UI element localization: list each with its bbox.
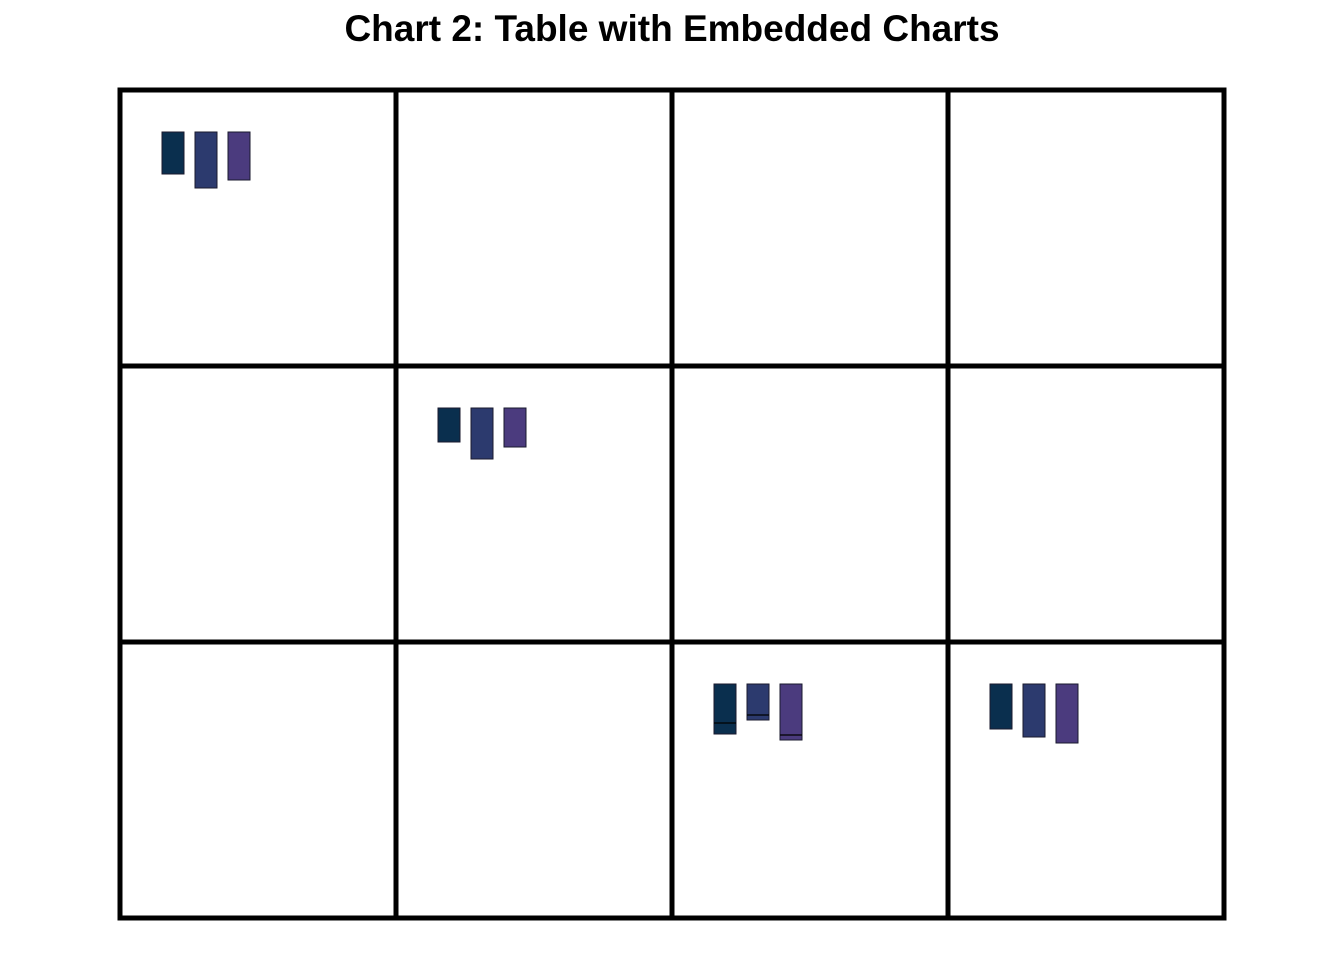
- embedded-chart: [989, 683, 1079, 744]
- bar: [746, 683, 770, 721]
- bar: [1022, 683, 1046, 738]
- embedded-chart: [161, 131, 251, 189]
- bar: [227, 131, 251, 181]
- bar: [470, 407, 494, 460]
- embedded-charts: [161, 131, 1079, 744]
- table-grid: [117, 87, 1227, 921]
- bar: [437, 407, 461, 443]
- bar: [161, 131, 185, 175]
- bar: [194, 131, 218, 189]
- bar: [503, 407, 527, 448]
- bar: [713, 683, 737, 735]
- bar: [989, 683, 1013, 730]
- chart-title: Chart 2: Table with Embedded Charts: [344, 8, 1000, 49]
- bar: [779, 683, 803, 741]
- embedded-chart: [713, 683, 803, 741]
- embedded-chart: [437, 407, 527, 460]
- bar: [1055, 683, 1079, 744]
